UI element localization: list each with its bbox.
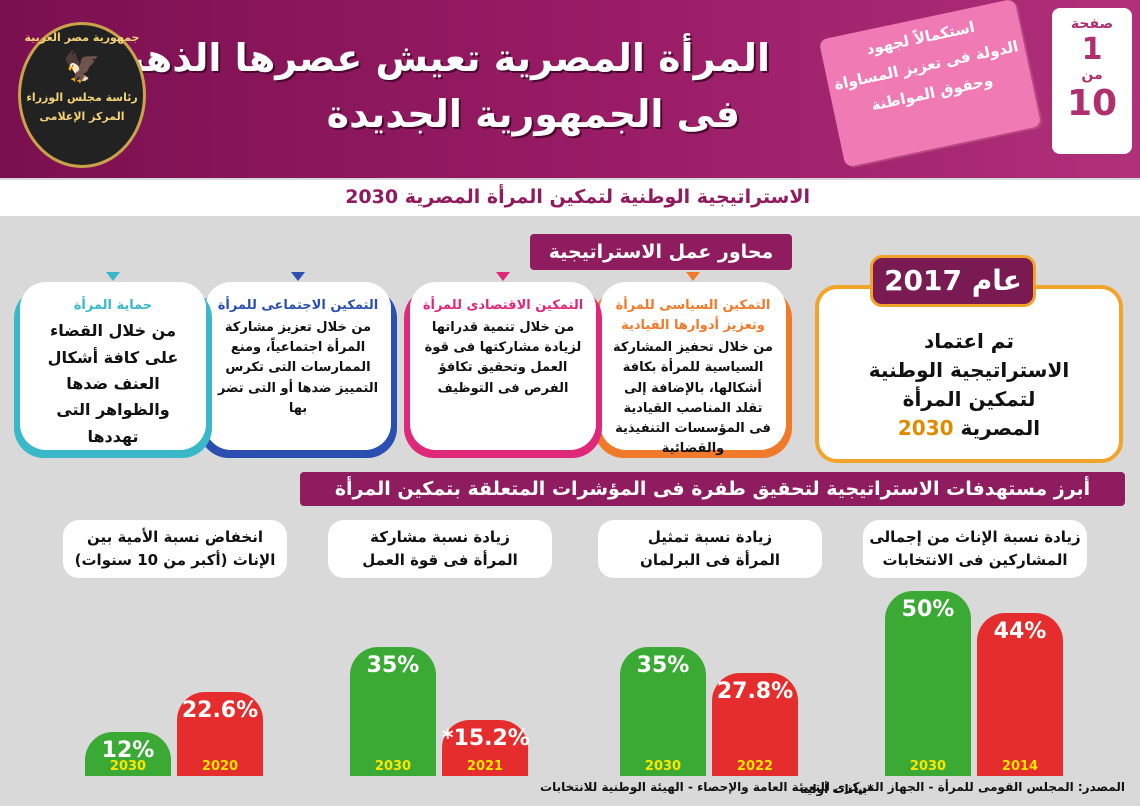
year-label: 2021 bbox=[466, 758, 504, 774]
bar: 35% 2030 bbox=[620, 646, 706, 776]
year-label: 2030 bbox=[644, 759, 682, 774]
year-text: لتمكين المرأة bbox=[902, 387, 1036, 411]
card-pointer bbox=[106, 272, 120, 281]
badge-number: 10 bbox=[1066, 83, 1118, 124]
title-line: المرأة المصرية تعيش عصرها الذهبى bbox=[91, 36, 770, 80]
indicator-title: انخفاض نسبة الأمية بين الإناث (أكبر من 10… bbox=[63, 520, 287, 578]
indicator-title-line: زيادة نسبة الإناث من إجمالى bbox=[869, 528, 1081, 546]
logo: جمهورية مصر العربية 🦅 رئاسة مجلس الوزراء… bbox=[18, 22, 146, 168]
bar: 44% 2014 bbox=[977, 613, 1063, 776]
bar: 27.8% 2022 bbox=[712, 673, 798, 776]
targets-banner: أبرز مستهدفات الاستراتيجية لتحقيق طفرة ف… bbox=[300, 472, 1125, 506]
subtitle-strip bbox=[0, 180, 1140, 216]
year-text: المصرية bbox=[960, 416, 1041, 440]
year-text: المصرية 2030 bbox=[819, 414, 1119, 443]
title-line: فى الجمهورية الجديدة bbox=[326, 92, 740, 136]
card-body: من خلال القضاء على كافة أشكال العنف ضدها… bbox=[47, 321, 179, 446]
year-label: 2022 bbox=[736, 758, 774, 774]
card: التمكين الاقتصادى للمرأة من خلال تنمية قد… bbox=[410, 282, 596, 450]
bar: *15.2% 2021 bbox=[442, 719, 530, 776]
source: المصدر: المجلس القومى للمرأة - الجهاز ال… bbox=[540, 780, 1125, 794]
year-label: 2020 bbox=[201, 758, 239, 774]
badge-number: 1 bbox=[1081, 32, 1103, 67]
card-body: من خلال تنمية قدراتها لزيادة مشاركتها فى… bbox=[424, 320, 582, 396]
card-pointer bbox=[496, 272, 510, 281]
badge-text: من bbox=[1081, 67, 1103, 83]
card: حماية المرأة من خلال القضاء على كافة أشكا… bbox=[20, 282, 206, 450]
value-label: 35% bbox=[366, 652, 420, 678]
header: المرأة المصرية تعيش عصرها الذهبى فى الجم… bbox=[0, 0, 1140, 178]
subtitle: الاستراتيجية الوطنية لتمكين المرأة المصر… bbox=[345, 186, 810, 208]
value-label: 12% bbox=[101, 737, 155, 763]
year-highlight: 2030 bbox=[897, 416, 954, 440]
footnote: *بيانات أولية bbox=[800, 782, 874, 796]
card-title: حماية المرأة bbox=[73, 298, 153, 313]
card-title: التمكين الاجتماعى للمرأة bbox=[217, 298, 379, 313]
indicator-title-line: انخفاض نسبة الأمية بين bbox=[86, 528, 264, 546]
indicator-title: زيادة نسبة مشاركة المرأة فى قوة العمل bbox=[328, 520, 552, 578]
indicator-title-line: المرأة فى البرلمان bbox=[640, 551, 780, 570]
badge-text: صفحة bbox=[1070, 16, 1114, 32]
year-text: تم اعتماد bbox=[923, 329, 1015, 353]
axes-banner: محاور عمل الاستراتيجية bbox=[530, 234, 792, 270]
logo-text: المركز الإعلامى bbox=[39, 110, 125, 123]
bar: 22.6% 2020 bbox=[177, 692, 263, 776]
year-label: 2014 bbox=[1001, 758, 1039, 774]
logo-text: جمهورية مصر العربية bbox=[24, 31, 140, 44]
card: التمكين السياسى للمرأة وتعزيز أدوارها ال… bbox=[600, 282, 786, 456]
page-badge: صفحة 1 من 10 bbox=[1052, 8, 1132, 154]
indicator-title-line: المرأة فى قوة العمل bbox=[362, 551, 518, 570]
card-title: التمكين السياسى للمرأة وتعزيز أدوارها ال… bbox=[615, 298, 771, 334]
value-label: 27.8% bbox=[716, 679, 794, 705]
bar: 35% 2030 bbox=[350, 646, 436, 776]
indicator-title: زيادة نسبة الإناث من إجمالى المشاركين فى … bbox=[863, 520, 1087, 578]
card-body: من خلال تحفيز المشاركة السياسية للمرأة ب… bbox=[613, 340, 773, 456]
value-label: 22.6% bbox=[181, 698, 259, 724]
card-pointer bbox=[291, 272, 305, 281]
value-label: 50% bbox=[901, 597, 955, 622]
indicator-title-line: زيادة نسبة تمثيل bbox=[647, 528, 773, 546]
year-badge: عام 2017 bbox=[870, 255, 1036, 307]
year-box: تم اعتماد الاستراتيجية الوطنية لتمكين ال… bbox=[815, 285, 1123, 463]
year-label: 2030 bbox=[909, 759, 947, 774]
indicator-title-line: المشاركين فى الانتخابات bbox=[882, 551, 1068, 570]
year-label: 2030 bbox=[109, 758, 147, 774]
logo-text: رئاسة مجلس الوزراء bbox=[26, 91, 138, 104]
value-label: *15.2% bbox=[442, 725, 530, 751]
card-body: من خلال تعزيز مشاركة المرأة اجتماعياً، و… bbox=[217, 320, 379, 416]
ribbon: استكمالاً لجهود الدولة فى تعزيز المساواة… bbox=[818, 0, 1042, 168]
indicator-title-line: الإناث (أكبر من 10 سنوات) bbox=[74, 551, 276, 570]
value-label: 35% bbox=[636, 652, 690, 678]
year-label: 2030 bbox=[374, 759, 412, 774]
indicator-title-line: زيادة نسبة مشاركة bbox=[370, 528, 510, 546]
indicator-title: زيادة نسبة تمثيل المرأة فى البرلمان bbox=[598, 520, 822, 578]
card-title: التمكين الاقتصادى للمرأة bbox=[422, 298, 584, 313]
card: التمكين الاجتماعى للمرأة من خلال تعزيز مش… bbox=[205, 282, 391, 450]
bar: 50% 2030 bbox=[885, 591, 971, 776]
card-pointer bbox=[686, 272, 700, 281]
emblem: 🦅 bbox=[63, 50, 101, 85]
bar: 12% 2030 bbox=[85, 731, 171, 776]
year-text: الاستراتيجية الوطنية bbox=[868, 358, 1070, 382]
value-label: 44% bbox=[993, 619, 1047, 645]
